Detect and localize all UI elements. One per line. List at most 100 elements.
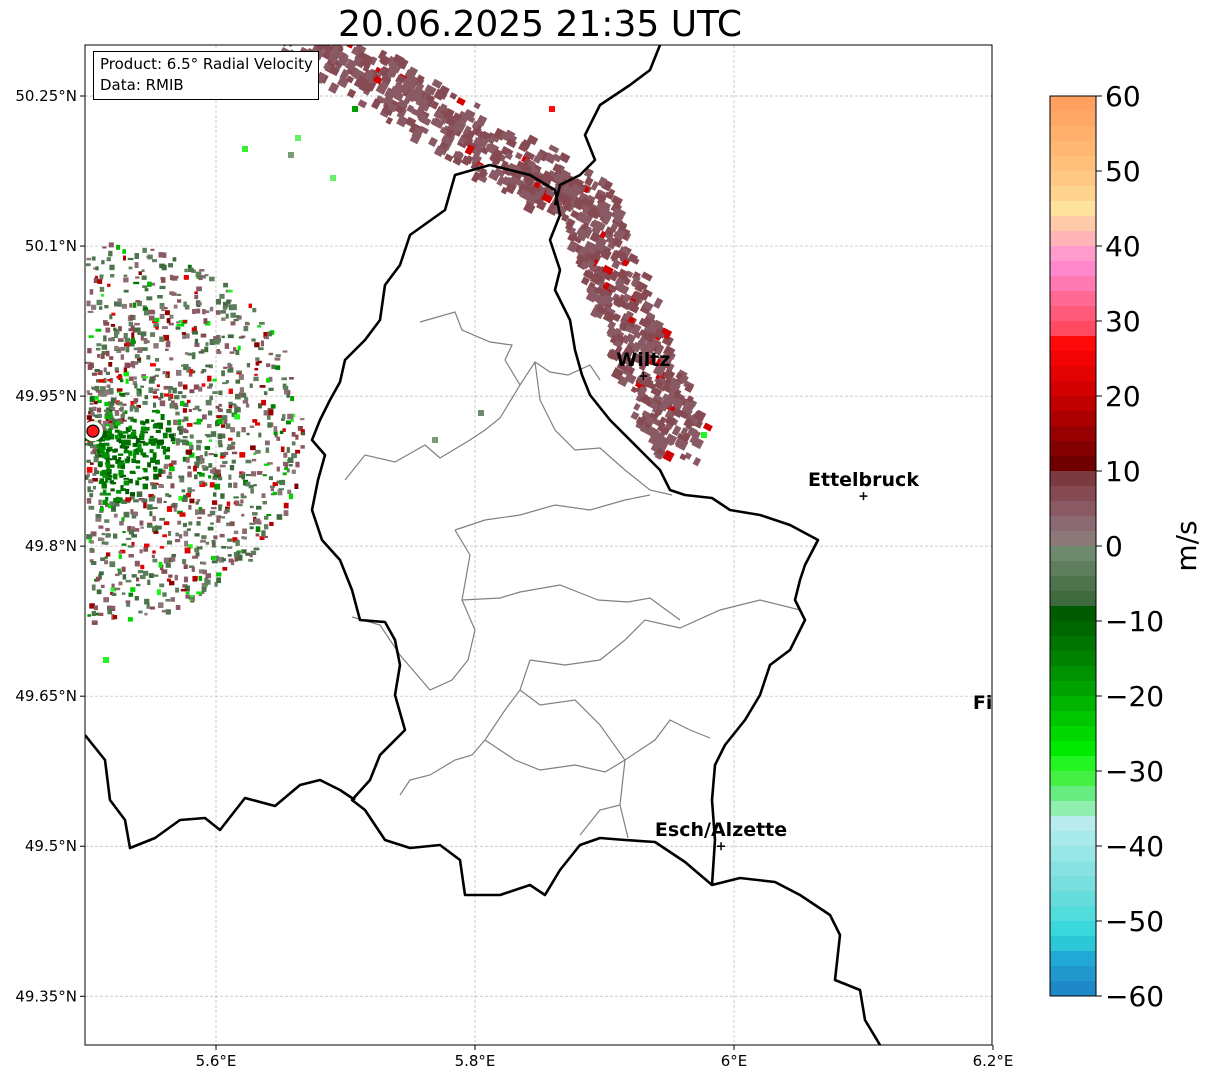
product-info-box: Product: 6.5° Radial Velocity Data: RMIB — [93, 51, 319, 100]
echo-pixel — [119, 346, 126, 351]
echo-pixel — [177, 419, 182, 426]
echo-pixel — [156, 497, 162, 504]
echo-pixel — [635, 416, 646, 426]
echo-pixel — [106, 384, 111, 388]
echo-pixel — [85, 361, 92, 364]
echo-pixel — [216, 518, 221, 523]
colorbar-tick-label: 40 — [1105, 230, 1141, 263]
echo-pixel — [441, 134, 453, 146]
echo-pixel — [380, 74, 392, 85]
echo-pixel — [233, 482, 238, 489]
echo-pixel — [152, 495, 156, 498]
echo-pixel — [165, 493, 169, 497]
colorbar: 60 50 40 30 20 10 0 −10 −20 −30 −40 −50 −60 m/s — [1049, 80, 1203, 1013]
echo-pixel — [185, 457, 190, 463]
echo-pixel — [121, 543, 127, 546]
echo-pixel — [188, 597, 194, 600]
echo-pixel — [139, 549, 143, 554]
echo-pixel — [288, 464, 293, 467]
echo-pixel — [158, 397, 162, 401]
echo-pixel — [184, 547, 191, 554]
echo-pixel — [113, 327, 117, 331]
echo-pixel — [222, 460, 228, 464]
echo-pixel — [140, 331, 147, 337]
echo-pixel — [127, 617, 133, 622]
colorbar-band — [1050, 336, 1096, 352]
echo-pixel — [222, 382, 228, 385]
echo-pixel — [227, 334, 234, 339]
echo-pixel — [280, 446, 285, 452]
echo-pixel — [674, 393, 684, 402]
echo-pixel — [668, 379, 682, 392]
gridlines — [85, 45, 992, 1045]
echo-pixel — [96, 379, 100, 383]
echo-pixel — [369, 56, 378, 66]
echo-pixel — [137, 300, 142, 307]
luxembourg-border — [310, 163, 882, 1045]
echo-pixel — [409, 131, 422, 145]
echo-pixel — [607, 326, 617, 337]
echo-pixel — [140, 526, 144, 529]
echo-pixel — [106, 460, 110, 463]
echo-pixel — [181, 364, 187, 367]
echo-pixel — [128, 478, 133, 484]
echo-pixel — [98, 464, 103, 468]
echo-pixel — [392, 53, 405, 66]
echo-pixel — [143, 309, 150, 316]
echo-pixel — [198, 575, 203, 581]
radar-echoes — [85, 30, 713, 663]
echo-pixel — [226, 524, 231, 527]
echo-pixel — [210, 469, 216, 474]
echo-pixel — [663, 353, 672, 363]
echo-pixel — [92, 472, 97, 476]
echo-pixel — [96, 299, 103, 306]
echo-pixel — [645, 425, 658, 438]
echo-pixel — [563, 202, 572, 211]
echo-pixel — [155, 429, 161, 433]
echo-pixel — [268, 387, 274, 391]
echo-pixel — [245, 481, 251, 487]
echo-pixel — [152, 424, 159, 429]
echo-pixel — [227, 554, 232, 557]
echo-pixel — [110, 397, 116, 404]
echo-pixel — [622, 293, 632, 303]
echo-pixel — [110, 434, 115, 438]
echo-pixel — [186, 528, 191, 531]
echo-pixel — [144, 395, 149, 400]
echo-pixel — [128, 341, 135, 347]
echo-pixel — [100, 353, 105, 359]
echo-pixel — [385, 116, 394, 125]
echo-pixel — [89, 402, 94, 405]
echo-pixel — [178, 475, 185, 479]
echo-pixel — [93, 267, 98, 270]
echo-pixel — [102, 430, 108, 437]
echo-pixel — [143, 468, 148, 473]
echo-pixel — [105, 503, 110, 508]
echo-pixel — [169, 386, 173, 391]
echo-pixel — [308, 30, 317, 39]
district-border — [519, 689, 629, 839]
echo-pixel — [607, 284, 618, 293]
echo-pixel — [216, 577, 221, 584]
echo-pixel — [189, 369, 193, 374]
echo-pixel — [419, 115, 432, 126]
lat-tick-label: 49.65°N — [15, 687, 77, 705]
echo-pixel — [320, 30, 328, 38]
echo-pixel — [224, 343, 230, 349]
echo-pixel — [220, 434, 226, 439]
echo-pixel — [226, 501, 231, 506]
echo-pixel — [255, 422, 261, 426]
echo-pixel — [137, 357, 141, 361]
echo-pixel — [229, 521, 235, 527]
echo-pixel — [146, 355, 151, 360]
echo-pixel — [160, 414, 165, 420]
echo-pixel — [595, 286, 608, 297]
echo-pixel — [170, 483, 175, 489]
echo-pixel — [125, 342, 130, 347]
echo-pixel — [236, 372, 242, 375]
echo-pixel — [627, 366, 636, 375]
echo-pixel — [330, 66, 340, 77]
echo-pixel — [316, 72, 327, 84]
echo-pixel — [597, 176, 608, 188]
